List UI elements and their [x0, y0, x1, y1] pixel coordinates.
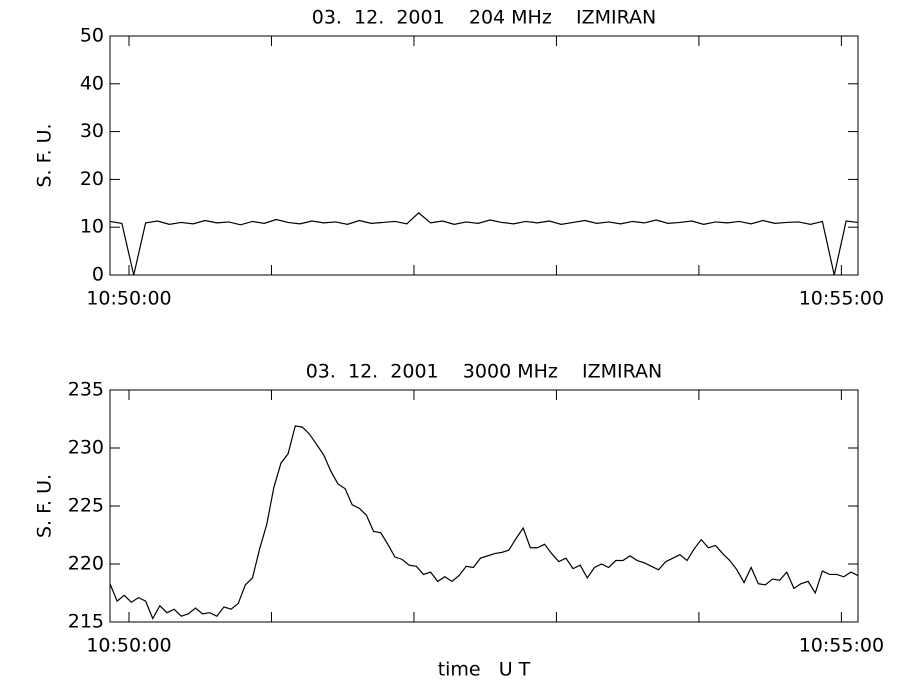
y-tick-label: 230: [68, 437, 104, 459]
plot-frame: [109, 35, 859, 276]
y-tick-label: 30: [80, 120, 104, 142]
y-tick-label: 40: [80, 72, 104, 94]
x-tick-label: 10:55:00: [799, 288, 884, 310]
y-tick-label: 235: [68, 379, 104, 401]
y-tick-label: 20: [80, 168, 104, 190]
y-tick-label: 225: [68, 495, 104, 517]
chart-title: 03. 12. 2001 3000 MHz IZMIRAN: [306, 361, 663, 383]
chart-title: 03. 12. 2001 204 MHz IZMIRAN: [312, 7, 656, 29]
x-tick-label: 10:50:00: [86, 288, 171, 310]
y-tick-label: 215: [68, 611, 104, 633]
data-line: [109, 212, 859, 276]
x-tick-label: 10:50:00: [86, 635, 171, 657]
y-tick-label: 0: [92, 264, 104, 286]
data-line: [109, 425, 859, 620]
x-tick-label: 10:55:00: [799, 635, 884, 657]
y-axis-label: S. F. U.: [34, 474, 56, 538]
y-tick-label: 10: [80, 216, 104, 238]
x-axis-label: time U T: [438, 659, 531, 681]
y-axis-label: S. F. U.: [34, 123, 56, 187]
y-tick-label: 50: [80, 25, 104, 47]
y-tick-label: 220: [68, 553, 104, 575]
